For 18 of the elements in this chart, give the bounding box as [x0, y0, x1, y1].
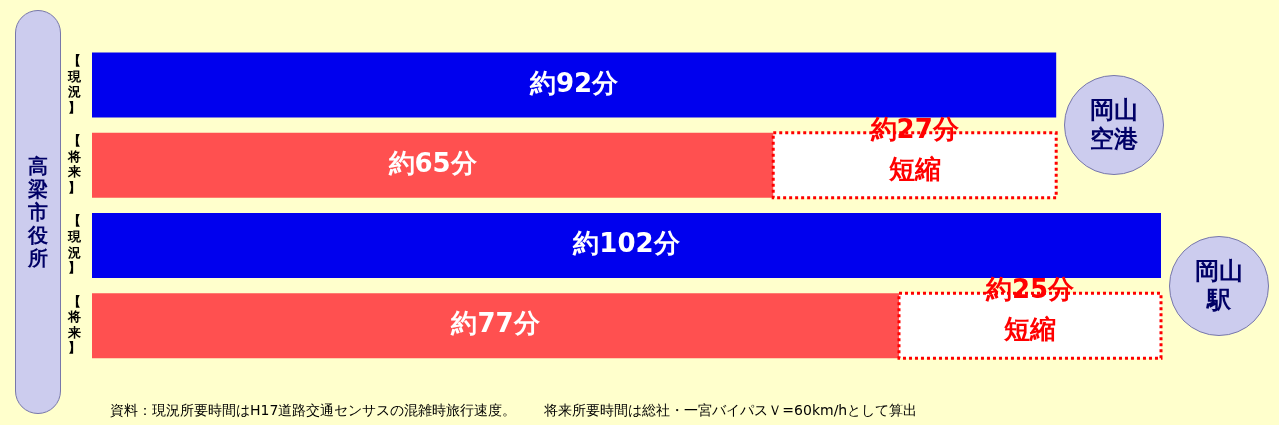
y-tick-label: 【将来】: [67, 133, 81, 196]
annotation: 岡山空港: [1089, 96, 1140, 154]
bar: [92, 293, 899, 359]
data-label: 約102分: [572, 228, 681, 259]
bar: [92, 132, 774, 198]
y-tick-label: 【現況】: [67, 213, 82, 276]
data-label: 約25分短縮: [984, 273, 1076, 345]
data-label: 約77分: [450, 308, 541, 339]
text: 資料：現況所要時間はH17道路交通センサスの混雑時旅行速度。 将来所要時間は総社・一宮バイパスＶ=60km/hとして算出: [110, 402, 918, 420]
y-axis-title: 高梁市役所: [28, 153, 48, 270]
y-tick-label: 【現況】: [67, 53, 82, 115]
text: 岡山駅: [1194, 256, 1244, 315]
bar: [92, 52, 1057, 118]
data-label: 約65分: [387, 148, 478, 179]
data-label: 約27分短縮: [869, 113, 960, 185]
data-label: 約92分: [529, 67, 620, 98]
y-tick-label: 【将来】: [67, 293, 81, 356]
bar: [92, 213, 1161, 278]
